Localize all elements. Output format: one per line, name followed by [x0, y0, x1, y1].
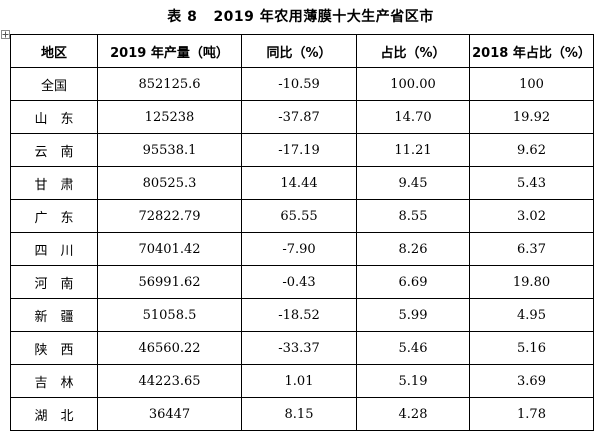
- cell-output-2019: 852125.6: [97, 67, 242, 101]
- cell-yoy: -37.87: [241, 100, 357, 134]
- cell-share: 11.21: [356, 133, 470, 167]
- header-share-2018: 2018 年占比（%）: [469, 34, 594, 68]
- cell-share-2018: 3.02: [469, 199, 594, 233]
- cell-yoy: 1.01: [241, 364, 357, 398]
- cell-yoy: -7.90: [241, 232, 357, 266]
- cell-output-2019: 72822.79: [97, 199, 242, 233]
- header-share: 占比（%）: [356, 34, 470, 68]
- cell-region: 湖 北: [10, 397, 98, 431]
- cell-output-2019: 46560.22: [97, 331, 242, 365]
- cell-share: 100.00: [356, 67, 470, 101]
- table-row: 四 川 70401.42 -7.90 8.26 6.37: [10, 232, 594, 266]
- cell-yoy: -18.52: [241, 298, 357, 332]
- cell-share: 14.70: [356, 100, 470, 134]
- header-output-2019: 2019 年产量（吨）: [97, 34, 242, 68]
- cell-yoy: 14.44: [241, 166, 357, 200]
- cell-share: 5.46: [356, 331, 470, 365]
- cell-yoy: -10.59: [241, 67, 357, 101]
- cell-output-2019: 51058.5: [97, 298, 242, 332]
- cell-share-2018: 3.69: [469, 364, 594, 398]
- cell-region: 云 南: [10, 133, 98, 167]
- cell-region: 山 东: [10, 100, 98, 134]
- table-row: 广 东 72822.79 65.55 8.55 3.02: [10, 199, 594, 233]
- table-title: 表 8 2019 年农用薄膜十大生产省区市: [167, 9, 434, 25]
- cell-output-2019: 36447: [97, 397, 242, 431]
- cell-share-2018: 5.43: [469, 166, 594, 200]
- cell-share: 8.26: [356, 232, 470, 266]
- cell-share: 8.55: [356, 199, 470, 233]
- cell-region: 四 川: [10, 232, 98, 266]
- cell-share: 6.69: [356, 265, 470, 299]
- cell-yoy: -17.19: [241, 133, 357, 167]
- cell-region: 全国: [10, 67, 98, 101]
- cell-share-2018: 5.16: [469, 331, 594, 365]
- table-row: 甘 肃 80525.3 14.44 9.45 5.43: [10, 166, 594, 200]
- cell-output-2019: 56991.62: [97, 265, 242, 299]
- table-row: 陕 西 46560.22 -33.37 5.46 5.16: [10, 331, 594, 365]
- cell-region: 吉 林: [10, 364, 98, 398]
- table-move-handle-icon[interactable]: [1, 30, 10, 39]
- document-page: 表 8 2019 年农用薄膜十大生产省区市 地区 2019 年产量（吨） 同比（…: [1, 9, 594, 431]
- header-yoy: 同比（%）: [241, 34, 357, 68]
- cell-output-2019: 80525.3: [97, 166, 242, 200]
- cell-region: 广 东: [10, 199, 98, 233]
- table-row: 山 东 125238 -37.87 14.70 19.92: [10, 100, 594, 134]
- cell-share-2018: 19.80: [469, 265, 594, 299]
- cell-share-2018: 6.37: [469, 232, 594, 266]
- cell-share-2018: 1.78: [469, 397, 594, 431]
- cell-output-2019: 95538.1: [97, 133, 242, 167]
- cell-region: 新 疆: [10, 298, 98, 332]
- table-row: 云 南 95538.1 -17.19 11.21 9.62: [10, 133, 594, 167]
- cell-share-2018: 100: [469, 67, 594, 101]
- cell-yoy: -0.43: [241, 265, 357, 299]
- cell-share: 9.45: [356, 166, 470, 200]
- cell-yoy: -33.37: [241, 331, 357, 365]
- cell-region: 甘 肃: [10, 166, 98, 200]
- cell-yoy: 65.55: [241, 199, 357, 233]
- cell-yoy: 8.15: [241, 397, 357, 431]
- table-row: 全国 852125.6 -10.59 100.00 100: [10, 67, 594, 101]
- header-row: 地区 2019 年产量（吨） 同比（%） 占比（%） 2018 年占比（%）: [10, 34, 594, 68]
- header-region: 地区: [10, 34, 98, 68]
- production-table: 地区 2019 年产量（吨） 同比（%） 占比（%） 2018 年占比（%） 全…: [10, 34, 594, 431]
- cell-output-2019: 125238: [97, 100, 242, 134]
- table-row: 吉 林 44223.65 1.01 5.19 3.69: [10, 364, 594, 398]
- cell-share: 4.28: [356, 397, 470, 431]
- cell-output-2019: 44223.65: [97, 364, 242, 398]
- cell-share: 5.99: [356, 298, 470, 332]
- cell-share-2018: 19.92: [469, 100, 594, 134]
- cell-share-2018: 4.95: [469, 298, 594, 332]
- cell-region: 陕 西: [10, 331, 98, 365]
- cell-share-2018: 9.62: [469, 133, 594, 167]
- table-row: 河 南 56991.62 -0.43 6.69 19.80: [10, 265, 594, 299]
- cell-output-2019: 70401.42: [97, 232, 242, 266]
- table-row: 湖 北 36447 8.15 4.28 1.78: [10, 397, 594, 431]
- table-row: 新 疆 51058.5 -18.52 5.99 4.95: [10, 298, 594, 332]
- cell-share: 5.19: [356, 364, 470, 398]
- cell-region: 河 南: [10, 265, 98, 299]
